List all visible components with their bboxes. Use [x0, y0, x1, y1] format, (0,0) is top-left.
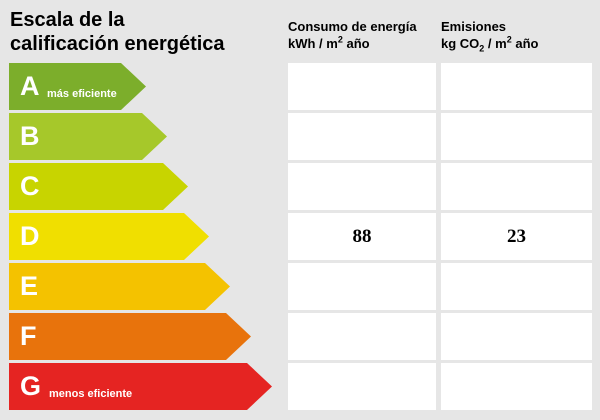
- rating-letter: A: [20, 71, 40, 101]
- emisiones-cell: [441, 113, 592, 160]
- emisiones-cell: [441, 363, 592, 410]
- scale-title: Escala de la calificación energética: [10, 8, 225, 56]
- rating-letter: F: [20, 321, 37, 351]
- consumo-cell: [288, 113, 436, 160]
- consumo-cell: [288, 313, 436, 360]
- emisiones-unit: kg CO2 / m2 año: [441, 34, 539, 54]
- consumo-unit: kWh / m2 año: [288, 34, 370, 51]
- consumo-cell: [288, 163, 436, 210]
- rating-note: más eficiente: [47, 88, 117, 100]
- emisiones-cell: [441, 163, 592, 210]
- rating-row-b: B: [0, 113, 600, 160]
- emisiones-header: Emisiones kg CO2 / m2 año: [441, 18, 539, 54]
- rating-row-f: F: [0, 313, 600, 360]
- rating-arrow-d: D: [9, 213, 209, 260]
- rating-row-d: D 88 23: [0, 213, 600, 260]
- consumo-cell: 88: [288, 213, 436, 260]
- rating-letter: E: [20, 271, 39, 301]
- consumo-cell: [288, 63, 436, 110]
- emisiones-cell: [441, 63, 592, 110]
- emisiones-title: Emisiones: [441, 19, 507, 34]
- rating-letter: B: [20, 121, 40, 151]
- rating-letter: C: [20, 171, 40, 201]
- consumo-cell: [288, 363, 436, 410]
- rating-letter: D: [20, 221, 40, 251]
- title-line-1: Escala de la: [10, 9, 125, 31]
- emisiones-cell: [441, 313, 592, 360]
- consumo-title: Consumo de energía: [288, 19, 417, 34]
- title-line-2: calificación energética: [10, 33, 225, 55]
- consumo-header: Consumo de energía kWh / m2 año: [288, 18, 417, 52]
- consumo-cell: [288, 263, 436, 310]
- rating-arrow-c: C: [9, 163, 188, 210]
- rating-letter: G: [20, 371, 42, 401]
- rating-row-e: E: [0, 263, 600, 310]
- rating-row-c: C: [0, 163, 600, 210]
- emisiones-cell: 23: [441, 213, 592, 260]
- rating-arrow-e: E: [9, 263, 230, 310]
- rating-arrow-f: F: [9, 313, 251, 360]
- rating-arrow-b: B: [9, 113, 167, 160]
- emisiones-cell: [441, 263, 592, 310]
- rating-note: menos eficiente: [49, 388, 133, 400]
